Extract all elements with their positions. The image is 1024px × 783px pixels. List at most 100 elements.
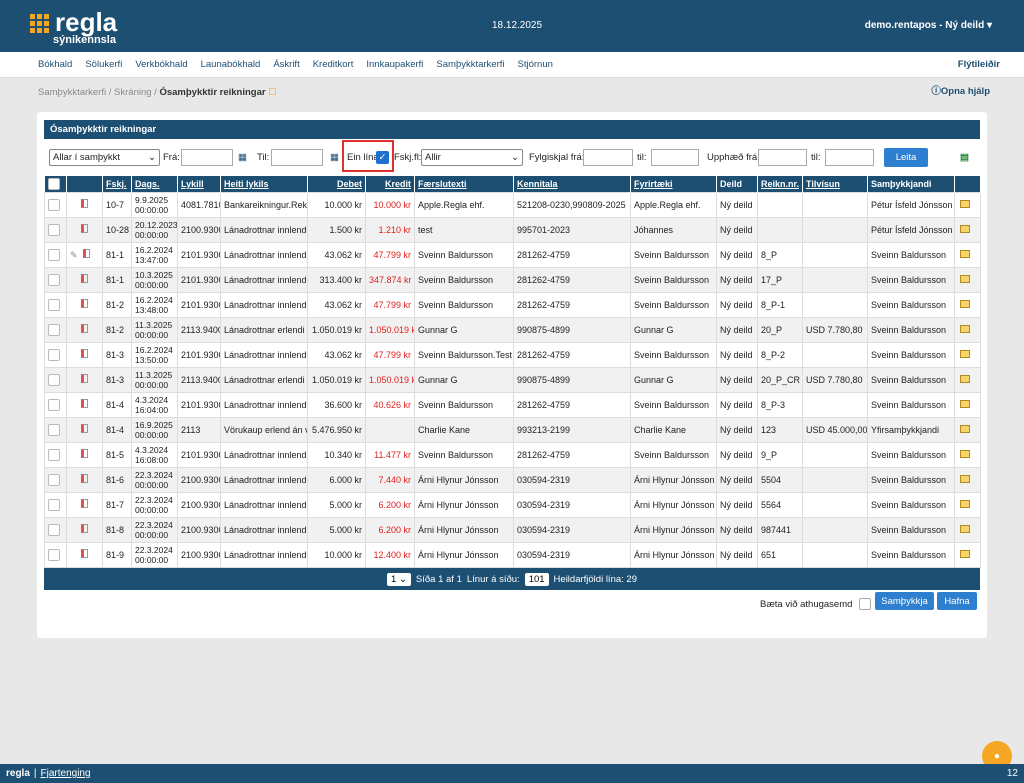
doc-type-select[interactable]: Allir ⌄: [421, 149, 523, 166]
row-select[interactable]: [44, 466, 67, 493]
doc-to-input[interactable]: [651, 149, 699, 166]
row-action[interactable]: [954, 316, 981, 343]
row-select[interactable]: [44, 291, 67, 318]
comment-checkbox[interactable]: [859, 598, 871, 610]
row-icons: [66, 366, 103, 393]
user-name: demo.rentapos - Ný deild: [864, 20, 985, 31]
nav-item[interactable]: Launabókhald: [200, 59, 261, 70]
shortcuts[interactable]: Flýtileiðir: [957, 59, 1000, 70]
nav-item[interactable]: Kreditkort: [312, 59, 354, 70]
cell: 2101.9300: [177, 391, 221, 418]
calendar-icon[interactable]: ▦: [238, 152, 247, 163]
table-row: 81-6 22.3.2024 00:00:00 2100.9300 Lánadrott…: [44, 466, 981, 493]
rows-input[interactable]: 101: [524, 572, 549, 586]
column-header[interactable]: Tilvísun: [802, 176, 868, 192]
amount-to-input[interactable]: [825, 149, 874, 166]
row-select[interactable]: [44, 241, 67, 268]
column-header[interactable]: Fyrirtæki: [630, 176, 717, 192]
row-action[interactable]: [954, 341, 981, 368]
cell: 6.200 kr: [365, 516, 415, 543]
cell: [802, 516, 868, 543]
nav-item[interactable]: Sölukerfi: [85, 59, 123, 70]
from-input[interactable]: [181, 149, 233, 166]
excel-icon[interactable]: ▤: [960, 152, 969, 163]
cell: 5.476.950 kr: [307, 416, 366, 443]
row-action[interactable]: [954, 441, 981, 468]
row-select[interactable]: [44, 391, 67, 418]
row-action[interactable]: [954, 541, 981, 568]
row-select[interactable]: [44, 516, 67, 543]
nav-item[interactable]: Verkbókhald: [135, 59, 188, 70]
cell: 22.3.2024 00:00:00: [131, 491, 178, 518]
row-action[interactable]: [954, 366, 981, 393]
column-header[interactable]: Lykill: [177, 176, 221, 192]
nav-item[interactable]: Áskrift: [273, 59, 300, 70]
column-header[interactable]: Debet: [307, 176, 366, 192]
amount-from-input[interactable]: [758, 149, 807, 166]
column-header[interactable]: Deild: [716, 176, 758, 192]
cell: Lánadrottnar erlendi: [220, 366, 308, 393]
column-header[interactable]: Færslutexti: [414, 176, 514, 192]
panel-title: Ósamþykktir reikningar: [44, 120, 980, 139]
cell: Sveinn Baldursson: [630, 291, 717, 318]
nav-item[interactable]: Bókhald: [38, 59, 73, 70]
nav-item[interactable]: Innkaupakerfi: [366, 59, 424, 70]
table-row: 81-5 4.3.2024 16:08:00 2101.9300 Lánadrottn…: [44, 441, 981, 468]
approve-button[interactable]: Samþykkja: [875, 592, 934, 610]
user-menu[interactable]: demo.rentapos - Ný deild ▾: [864, 20, 992, 31]
help-link[interactable]: ⓘOpna hjálp: [931, 86, 990, 97]
row-select[interactable]: [44, 541, 67, 568]
row-icons: [66, 316, 103, 343]
crumb[interactable]: Samþykktarkerfi: [38, 87, 107, 98]
column-header[interactable]: Kredit: [365, 176, 415, 192]
row-icons: [66, 466, 103, 493]
one-line-checkbox[interactable]: ✓: [376, 151, 389, 164]
reject-button[interactable]: Hafna: [937, 592, 977, 610]
column-header[interactable]: Heiti lykils: [220, 176, 308, 192]
remote-link[interactable]: Fjartenging: [40, 768, 91, 779]
row-action[interactable]: [954, 491, 981, 518]
row-select[interactable]: [44, 366, 67, 393]
bookmark-icon[interactable]: ☐: [268, 87, 277, 98]
cell: 2101.9300: [177, 341, 221, 368]
row-action[interactable]: [954, 416, 981, 443]
row-action[interactable]: [954, 466, 981, 493]
status-select[interactable]: Allar í samþykkt ⌄: [49, 149, 160, 166]
nav-item[interactable]: Samþykktarkerfi: [436, 59, 505, 70]
logo[interactable]: regla sýnikennsla: [30, 9, 117, 46]
row-select[interactable]: [44, 266, 67, 293]
row-action[interactable]: [954, 291, 981, 318]
column-header[interactable]: Fskj.: [102, 176, 132, 192]
column-header[interactable]: Reikn.nr.: [757, 176, 803, 192]
cell: USD 7.780,80: [802, 316, 868, 343]
cell: 2101.9300: [177, 241, 221, 268]
row-select[interactable]: [44, 341, 67, 368]
row-select[interactable]: [44, 316, 67, 343]
cell: 1.050.019 kr: [365, 316, 415, 343]
column-header[interactable]: Samþykkjandi: [867, 176, 955, 192]
row-select[interactable]: [44, 491, 67, 518]
row-select[interactable]: [44, 216, 67, 243]
row-action[interactable]: [954, 216, 981, 243]
select-all[interactable]: [44, 176, 67, 192]
column-header[interactable]: Dags.: [131, 176, 178, 192]
nav-item[interactable]: Stjórnun: [517, 59, 553, 70]
crumb[interactable]: Skráning: [114, 87, 152, 98]
page-select[interactable]: 1 ⌄: [387, 572, 411, 586]
row-action[interactable]: [954, 516, 981, 543]
search-button[interactable]: Leita: [884, 148, 928, 167]
amount-from-label: Upphæð frá:: [707, 152, 760, 163]
to-input[interactable]: [271, 149, 323, 166]
row-action[interactable]: [954, 266, 981, 293]
row-select[interactable]: [44, 416, 67, 443]
calendar-icon[interactable]: ▦: [330, 152, 339, 163]
row-select[interactable]: [44, 191, 67, 218]
doc-from-input[interactable]: [583, 149, 633, 166]
row-action[interactable]: [954, 391, 981, 418]
row-action[interactable]: [954, 191, 981, 218]
row-action[interactable]: [954, 241, 981, 268]
row-icons: [66, 291, 103, 318]
cell: Sveinn Baldursson: [630, 241, 717, 268]
row-select[interactable]: [44, 441, 67, 468]
column-header[interactable]: Kennitala: [513, 176, 631, 192]
